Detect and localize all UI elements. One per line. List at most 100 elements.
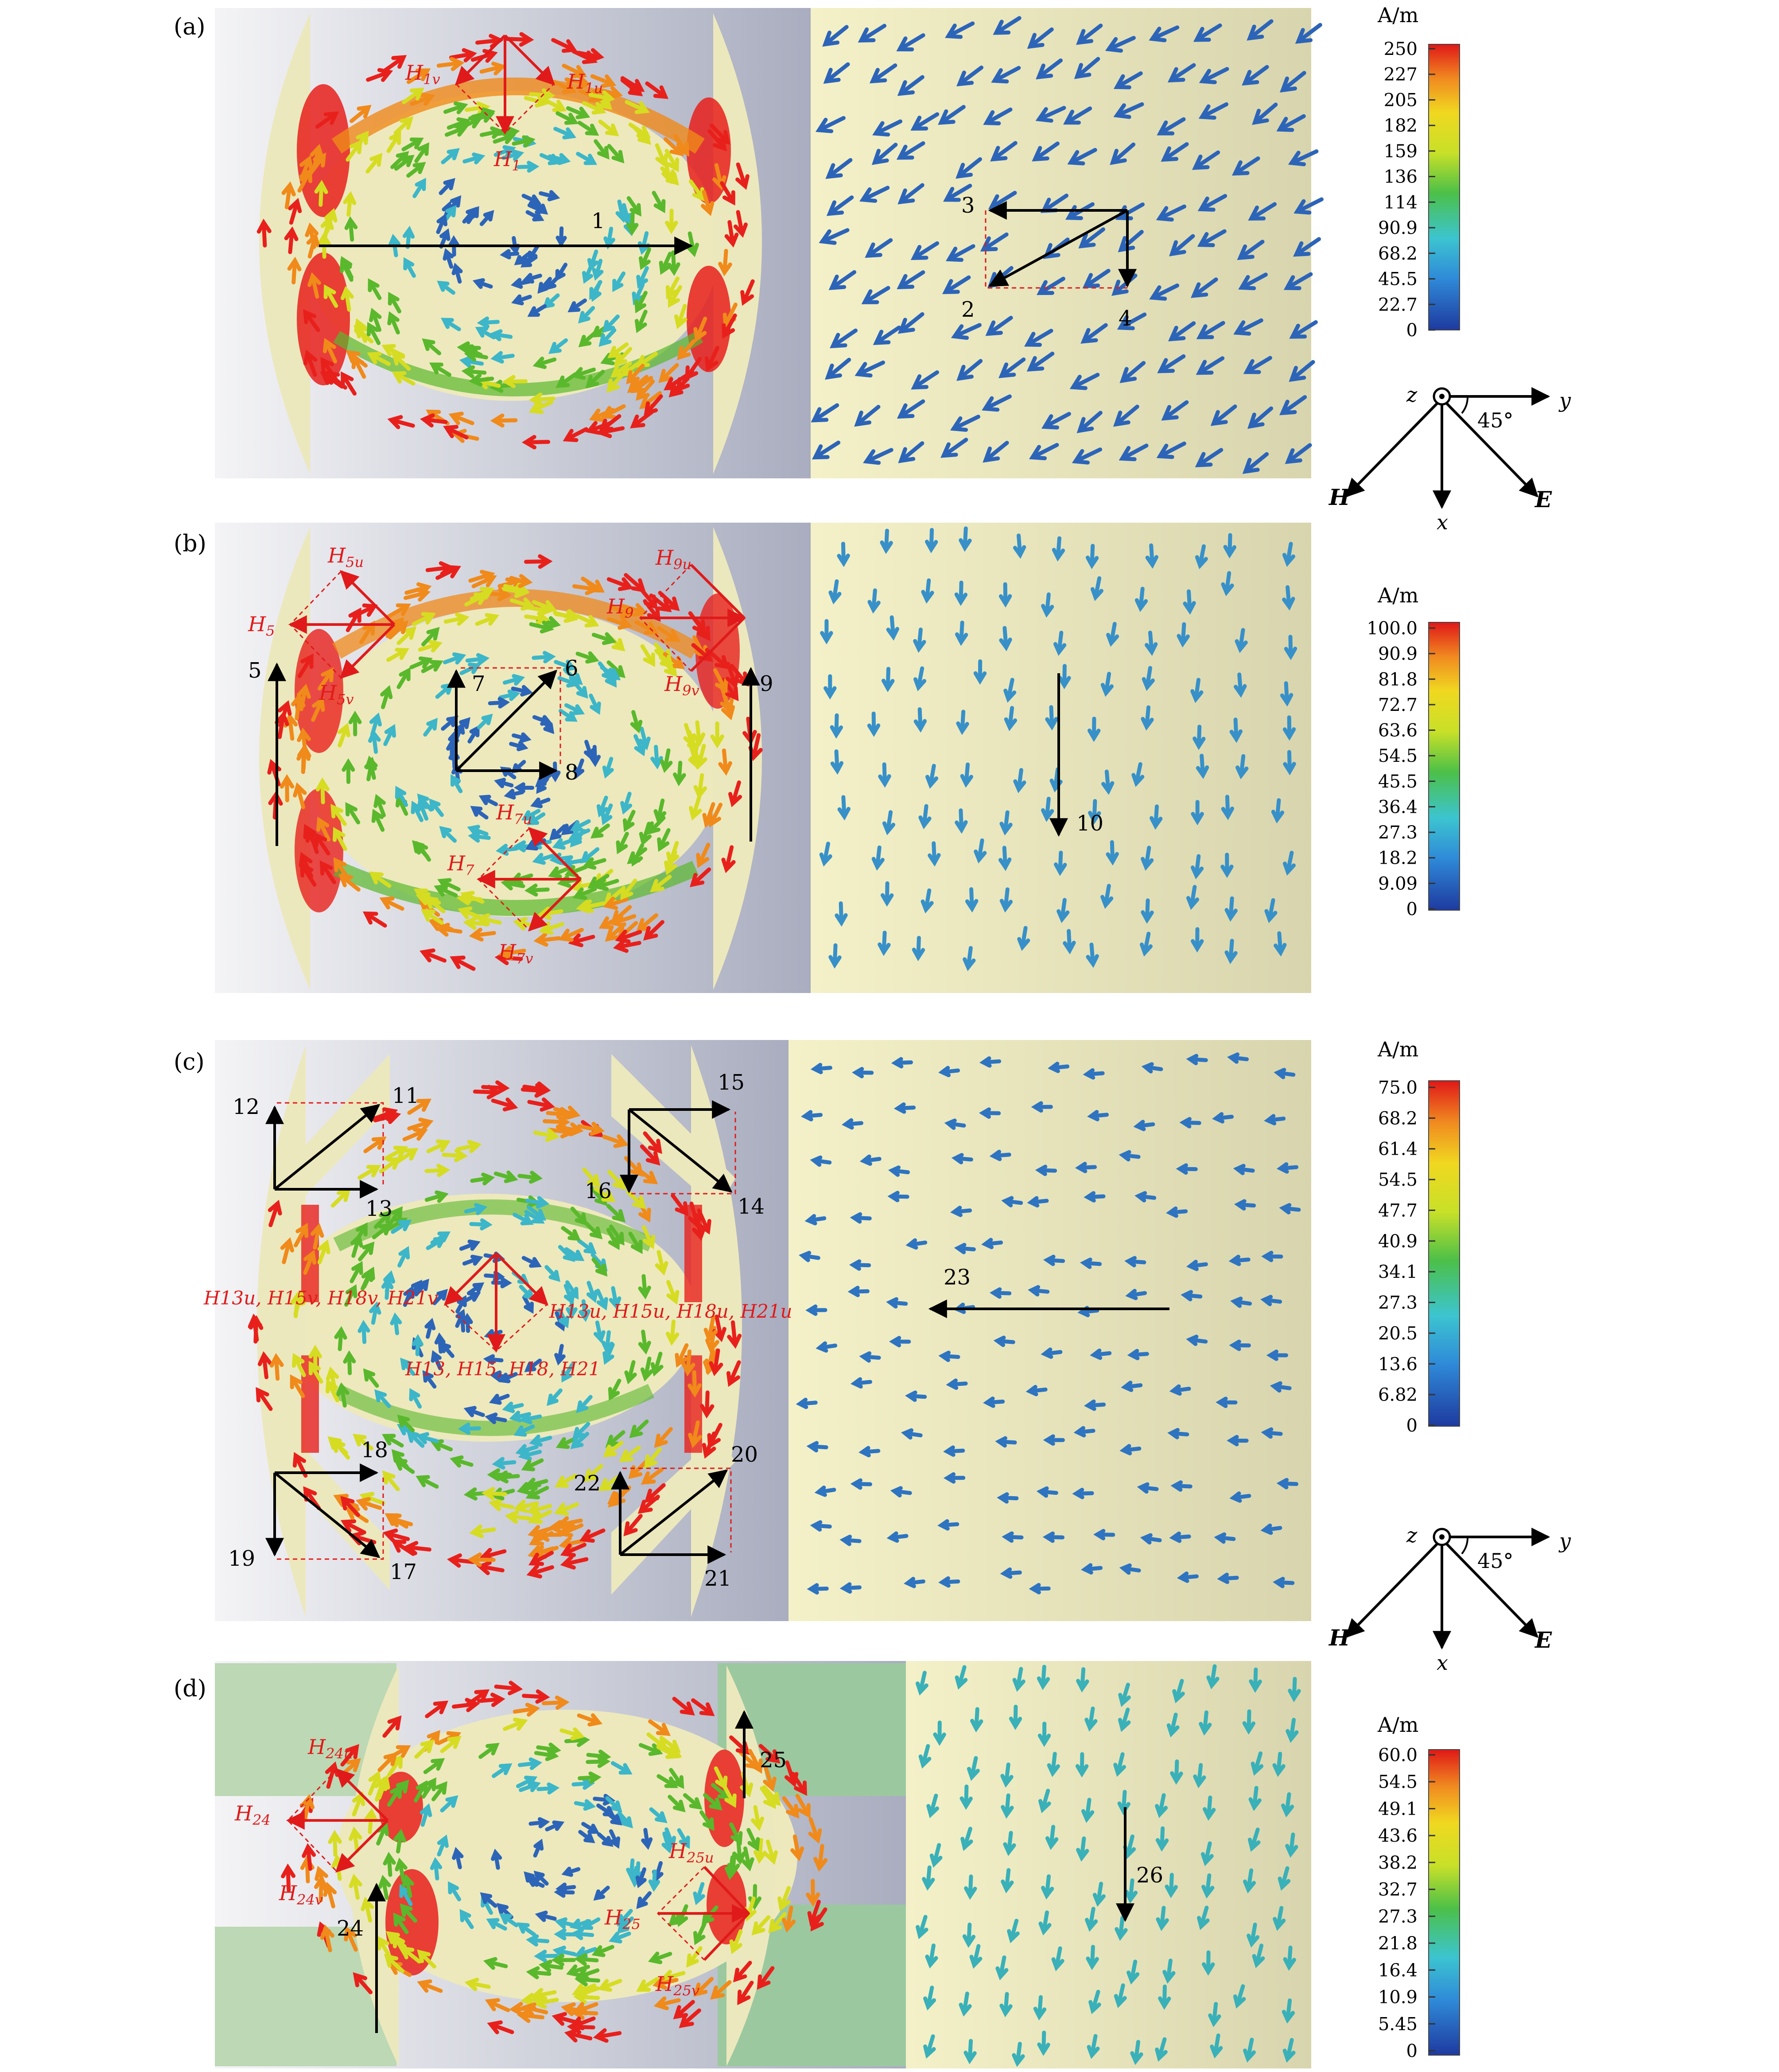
field-arrow: [867, 711, 881, 737]
field-arrow: [956, 65, 984, 86]
field-arrow: [768, 1912, 787, 1933]
field-arrow: [700, 1390, 715, 1419]
field-arrow: [781, 1905, 796, 1933]
field-arrow: [913, 666, 927, 691]
svg-text:13: 13: [365, 1196, 392, 1221]
field-arrow: [999, 887, 1013, 913]
field-arrow: [898, 441, 924, 463]
field-arrow: [517, 1171, 543, 1184]
axes-legend-2: z y x H E 45°: [1328, 1523, 1571, 1675]
field-arrow: [554, 1502, 579, 1516]
field-arrow: [812, 440, 841, 460]
field-arrow: [421, 660, 443, 673]
field-arrow: [396, 626, 416, 645]
field-arrow: [528, 1817, 550, 1828]
field-arrow: [605, 1796, 622, 1813]
svg-text:6: 6: [565, 656, 579, 681]
field-arrow: [1251, 1751, 1264, 1776]
field-arrow: [1037, 2030, 1050, 2056]
field-arrow: [527, 812, 546, 826]
field-arrow: [1192, 150, 1220, 170]
field-arrow: [873, 326, 901, 345]
field-arrow: [1238, 272, 1268, 291]
field-arrow: [1106, 840, 1119, 866]
field-arrow: [477, 714, 493, 729]
field-arrow: [450, 1455, 474, 1468]
svg-text:8: 8: [565, 760, 579, 785]
field-arrow: [380, 685, 393, 710]
field-arrow: [505, 574, 533, 588]
field-arrow: [960, 1827, 973, 1851]
field-arrow: [470, 586, 495, 601]
field-arrow: [841, 1118, 863, 1130]
field-arrow: [421, 627, 440, 647]
field-arrow: [486, 1918, 507, 1931]
field-arrow: [291, 1353, 306, 1377]
field-arrow: [925, 764, 939, 789]
field-arrow: [317, 667, 334, 691]
field-arrow: [478, 795, 498, 807]
field-arrow: [823, 674, 837, 700]
svg-text:18: 18: [361, 1438, 388, 1463]
field-arrow: [527, 1097, 555, 1112]
field-arrow: [404, 582, 432, 597]
field-arrow: [594, 139, 610, 160]
field-arrow: [513, 1212, 534, 1226]
field-arrow: [694, 744, 707, 770]
field-arrow: [412, 178, 426, 198]
field-arrow: [896, 33, 925, 51]
field-arrow: [1140, 1533, 1162, 1545]
field-arrow: [1162, 1959, 1176, 1984]
field-arrow: [858, 23, 887, 43]
field-arrow: [1125, 1288, 1147, 1300]
field-arrow: [443, 612, 470, 626]
field-arrow: [1037, 276, 1065, 295]
svg-text:4: 4: [1119, 306, 1132, 331]
field-arrow: [645, 81, 669, 99]
field-arrow: [317, 1239, 330, 1265]
field-arrow: [549, 824, 567, 841]
field-arrow: [555, 1882, 576, 1894]
field-arrow: [586, 1280, 598, 1303]
field-arrow: [403, 225, 415, 249]
field-arrow: [1282, 2038, 1296, 2063]
field-arrow: [923, 1985, 936, 2011]
field-arrow: [1033, 1995, 1047, 2021]
svg-text:H13, H15, H18, H21: H13, H15, H18, H21: [405, 1358, 600, 1380]
svg-text:19: 19: [228, 1546, 255, 1571]
field-arrow: [1086, 943, 1099, 968]
field-arrow: [1197, 1905, 1210, 1930]
field-arrow: [1273, 1906, 1286, 1931]
field-arrow: [655, 143, 668, 168]
field-arrow: [340, 1519, 366, 1535]
field-arrow: [1217, 1572, 1239, 1584]
field-arrow: [1272, 1751, 1286, 1777]
field-arrow: [1087, 2034, 1100, 2059]
field-arrow: [522, 1689, 550, 1704]
field-arrow: [1100, 884, 1114, 909]
field-arrow: [315, 777, 330, 804]
field-arrow: [491, 1097, 518, 1112]
field-arrow: [548, 1520, 576, 1534]
field-arrow: [620, 878, 637, 900]
field-arrow: [365, 755, 378, 780]
field-arrow: [577, 1238, 597, 1254]
field-arrow: [782, 1796, 800, 1819]
field-arrow: [548, 1124, 575, 1139]
field-arrow: [989, 1287, 1012, 1299]
field-arrow: [256, 1387, 273, 1411]
field-arrow: [379, 1156, 401, 1173]
field-arrow: [330, 804, 347, 826]
svg-text:11: 11: [392, 1083, 419, 1108]
field-arrow: [704, 345, 719, 372]
field-arrow: [485, 1412, 507, 1424]
field-arrow: [450, 774, 463, 793]
field-arrow: [548, 338, 568, 354]
field-arrow: [381, 344, 405, 358]
field-arrow: [1227, 1435, 1249, 1447]
field-arrow: [709, 1348, 723, 1377]
field-arrow: [1003, 678, 1017, 703]
field-arrow: [1075, 1162, 1097, 1173]
panel-a-uniform-vectors: [811, 16, 1324, 474]
field-arrow: [488, 697, 510, 709]
